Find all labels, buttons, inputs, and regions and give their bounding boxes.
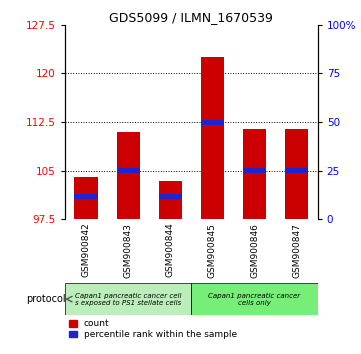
Text: protocol: protocol [26, 294, 65, 304]
Bar [191, 283, 318, 315]
Bar [201, 57, 224, 219]
Bar [74, 177, 97, 219]
Text: Capan1 pancreatic cancer
cells only: Capan1 pancreatic cancer cells only [208, 292, 301, 306]
Bar [243, 168, 266, 173]
Bar [117, 132, 140, 219]
Bar [74, 194, 97, 199]
Bar [285, 129, 308, 219]
Text: GSM900844: GSM900844 [166, 223, 175, 278]
Title: GDS5099 / ILMN_1670539: GDS5099 / ILMN_1670539 [109, 11, 273, 24]
Bar [117, 168, 140, 173]
Bar [159, 194, 182, 199]
Bar [201, 120, 224, 125]
Bar [243, 129, 266, 219]
Text: GSM900846: GSM900846 [250, 223, 259, 278]
Text: GSM900845: GSM900845 [208, 223, 217, 278]
Legend: count, percentile rank within the sample: count, percentile rank within the sample [70, 319, 237, 339]
Bar [285, 168, 308, 173]
Text: Capan1 pancreatic cancer cell
s exposed to PS1 stellate cells: Capan1 pancreatic cancer cell s exposed … [75, 292, 182, 306]
Text: GSM900843: GSM900843 [124, 223, 132, 278]
Text: GSM900842: GSM900842 [82, 223, 91, 278]
Text: GSM900847: GSM900847 [292, 223, 301, 278]
Bar [65, 283, 191, 315]
Bar [159, 181, 182, 219]
